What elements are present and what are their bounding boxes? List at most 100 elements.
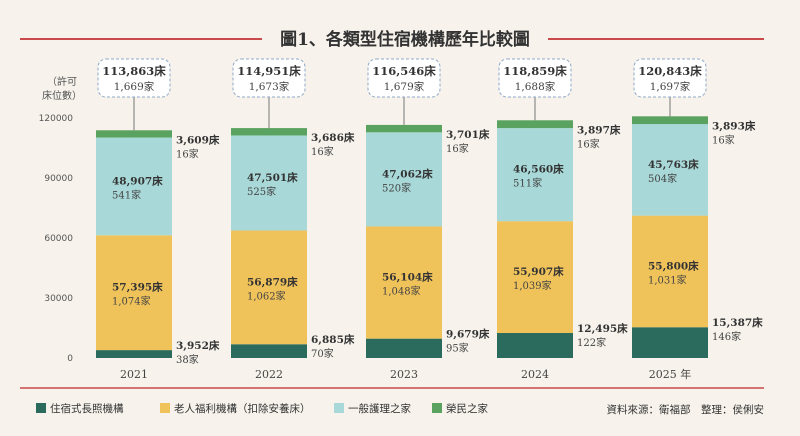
legend-label: 住宿式長照機構: [50, 402, 124, 415]
bar-segment: [231, 230, 307, 345]
y-tick-label: 90000: [44, 174, 73, 184]
data-label-count: 16家: [446, 142, 469, 155]
total-beds: 113,863床: [102, 64, 166, 78]
total-box: [498, 58, 572, 98]
x-tick-label: 2022: [255, 368, 283, 381]
data-label-beds: 3,609床: [176, 133, 220, 146]
total-count: 1,688家: [515, 80, 556, 93]
total-box: [97, 58, 171, 98]
data-label-beds: 6,885床: [311, 333, 355, 346]
total-beds: 118,859床: [503, 64, 567, 78]
y-tick-label: 60000: [44, 234, 73, 244]
bar-segment: [497, 120, 573, 129]
data-label-count: 16家: [577, 137, 600, 150]
bar-segment: [497, 128, 573, 222]
x-tick-label: 2025 年: [649, 367, 692, 381]
data-label-beds: 3,893床: [712, 119, 756, 132]
bars: [96, 116, 708, 358]
total-count: 1,697家: [650, 80, 691, 93]
data-label-beds: 56,104床: [382, 271, 433, 284]
bar-segment: [632, 327, 708, 358]
total-count: 1,673家: [249, 80, 290, 93]
data-label-beds: 56,879床: [247, 275, 298, 288]
y-axis-label-line1: （許可: [47, 75, 77, 88]
total-box: [633, 58, 707, 98]
data-label-count: 504家: [648, 172, 677, 185]
data-label-beds: 55,907床: [513, 265, 564, 278]
bar-segment: [96, 235, 172, 351]
data-label-beds: 45,763床: [648, 158, 699, 171]
data-label-count: 95家: [446, 342, 469, 355]
data-label-beds: 3,686床: [311, 131, 355, 144]
total-callouts: 113,863床 1,669家 114,951床 1,673家 116,546床 1,67…: [97, 58, 707, 131]
data-label-beds: 9,679床: [446, 328, 490, 341]
data-label-beds: 15,387床: [712, 316, 763, 329]
data-label-count: 38家: [176, 353, 199, 366]
x-axis-categories: 2021 2022 2023 2024 2025 年: [120, 367, 691, 381]
y-tick-label: 30000: [44, 294, 73, 304]
data-label-count: 16家: [176, 147, 199, 160]
data-label-count: 16家: [311, 145, 334, 158]
chart-title: 圖1、各類型住宿機構歷年比較圖: [280, 29, 530, 50]
data-label-count: 541家: [112, 188, 141, 201]
data-label-count: 1,062家: [247, 289, 286, 302]
data-label-count: 511家: [513, 177, 542, 190]
bar-segment: [632, 215, 708, 328]
bar-segment: [96, 350, 172, 358]
y-axis-ticks: 0 30000 60000 90000 120000: [39, 114, 74, 364]
data-label-count: 146家: [712, 330, 741, 343]
data-label-count: 1,039家: [513, 279, 552, 292]
total-count: 1,669家: [114, 80, 155, 93]
bar-segment: [231, 128, 307, 136]
data-label-count: 525家: [247, 185, 276, 198]
total-count: 1,679家: [384, 80, 425, 93]
data-label-beds: 3,701床: [446, 128, 490, 141]
bar-segment: [366, 132, 442, 227]
data-label-beds: 47,062床: [382, 167, 433, 180]
y-tick-label: 0: [67, 354, 73, 364]
data-label-beds: 57,395床: [112, 281, 163, 294]
data-labels: 57,395床1,074家48,907床541家3,609床16家3,952床3…: [112, 119, 763, 366]
bar-segment: [366, 338, 442, 358]
x-tick-label: 2021: [120, 368, 148, 381]
data-label-count: 1,031家: [648, 273, 687, 286]
source-note: 資料來源：衛福部 整理：侯俐安: [607, 403, 765, 416]
total-box: [232, 58, 306, 98]
legend-swatch: [432, 403, 442, 413]
legend-label: 老人福利機構（扣除安養床）: [174, 402, 311, 415]
total-beds: 114,951床: [237, 64, 301, 78]
data-label-beds: 3,952床: [176, 339, 220, 352]
bar-segment: [632, 124, 708, 216]
legend-swatch: [160, 403, 170, 413]
x-tick-label: 2024: [521, 368, 549, 381]
data-label-count: 520家: [382, 181, 411, 194]
data-label-beds: 47,501床: [247, 171, 298, 184]
data-label-beds: 12,495床: [577, 322, 628, 335]
legend-swatch: [36, 403, 46, 413]
legend-label: 一般護理之家: [348, 402, 411, 415]
bar-segment: [497, 333, 573, 358]
bar-segment: [497, 221, 573, 334]
y-axis-label-line2: 床位數）: [42, 89, 82, 102]
legend-swatch: [334, 403, 344, 413]
bar-segment: [96, 137, 172, 236]
legend-label: 榮民之家: [446, 402, 488, 415]
total-box: [367, 58, 441, 98]
bar-segment: [632, 116, 708, 125]
data-label-count: 16家: [712, 133, 735, 146]
data-label-beds: 46,560床: [513, 163, 564, 176]
data-label-beds: 48,907床: [112, 174, 163, 187]
x-tick-label: 2023: [390, 368, 418, 381]
data-label-beds: 55,800床: [648, 259, 699, 272]
data-label-beds: 3,897床: [577, 123, 621, 136]
y-tick-label: 120000: [39, 114, 74, 124]
data-label-count: 1,048家: [382, 285, 421, 298]
bar-segment: [366, 124, 442, 133]
bar-segment: [96, 130, 172, 138]
data-label-count: 1,074家: [112, 295, 151, 308]
data-label-count: 70家: [311, 347, 334, 360]
bar-segment: [231, 135, 307, 231]
total-beds: 116,546床: [372, 64, 436, 78]
bar-segment: [231, 344, 307, 358]
